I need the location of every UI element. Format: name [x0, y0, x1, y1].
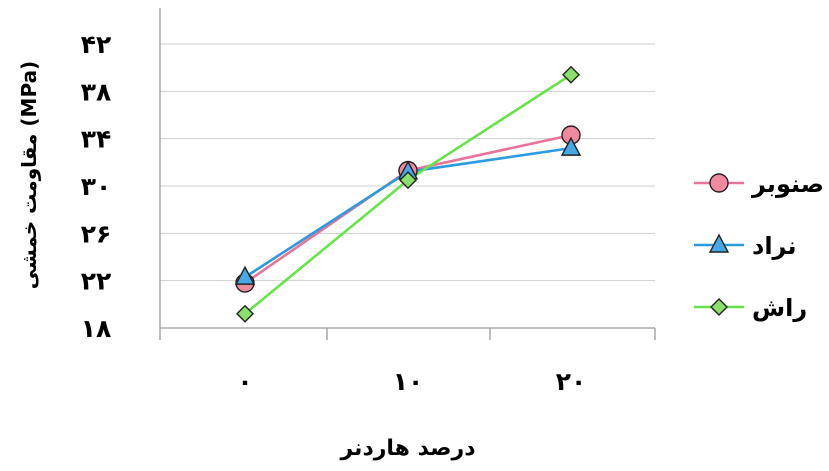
series-line [244, 133, 572, 285]
data-point-triangle [560, 136, 582, 156]
legend-label: صنوبر [751, 170, 824, 198]
y-tick-label: ۴۲ [81, 30, 112, 59]
legend-label: راش [752, 294, 807, 322]
series-line [244, 73, 572, 315]
y-tick-label: ۳۴ [81, 125, 112, 154]
x-tick-label: ۰ [237, 367, 252, 396]
legend-item: نراد [694, 232, 796, 260]
x-tick-labels: ۰ ۱۰ ۲۰ [159, 328, 656, 396]
y-tick-label: ۲۶ [81, 219, 112, 248]
y-tick-labels: ۱۸ ۲۲ ۲۶ ۳۰ ۳۴ ۳۸ ۴۲ [81, 30, 112, 343]
series-markers [234, 65, 582, 323]
data-point-triangle [708, 233, 730, 253]
data-point-circle [709, 173, 729, 193]
legend-item: راش [694, 294, 807, 322]
legend: صنوبر نراد راش [694, 170, 824, 322]
x-tick-label: ۱۰ [393, 367, 424, 396]
legend-item: صنوبر [694, 170, 824, 198]
y-tick-label: ۲۲ [81, 267, 112, 296]
y-tick-label: ۳۰ [81, 172, 112, 201]
x-tick-label: ۲۰ [556, 367, 587, 396]
data-point-diamond [710, 298, 728, 316]
data-point-diamond [236, 304, 254, 323]
y-tick-label: ۱۸ [81, 314, 112, 343]
legend-label: نراد [752, 232, 796, 260]
y-tick-label: ۳۸ [81, 77, 112, 106]
y-axis-title: مقاومت خمشی (MPa) [17, 61, 41, 289]
data-point-diamond [562, 65, 580, 84]
data-point-triangle [234, 265, 256, 285]
x-axis-title: درصد هاردنر [340, 436, 476, 461]
data-point-diamond [399, 171, 417, 190]
series-lines [244, 73, 572, 315]
